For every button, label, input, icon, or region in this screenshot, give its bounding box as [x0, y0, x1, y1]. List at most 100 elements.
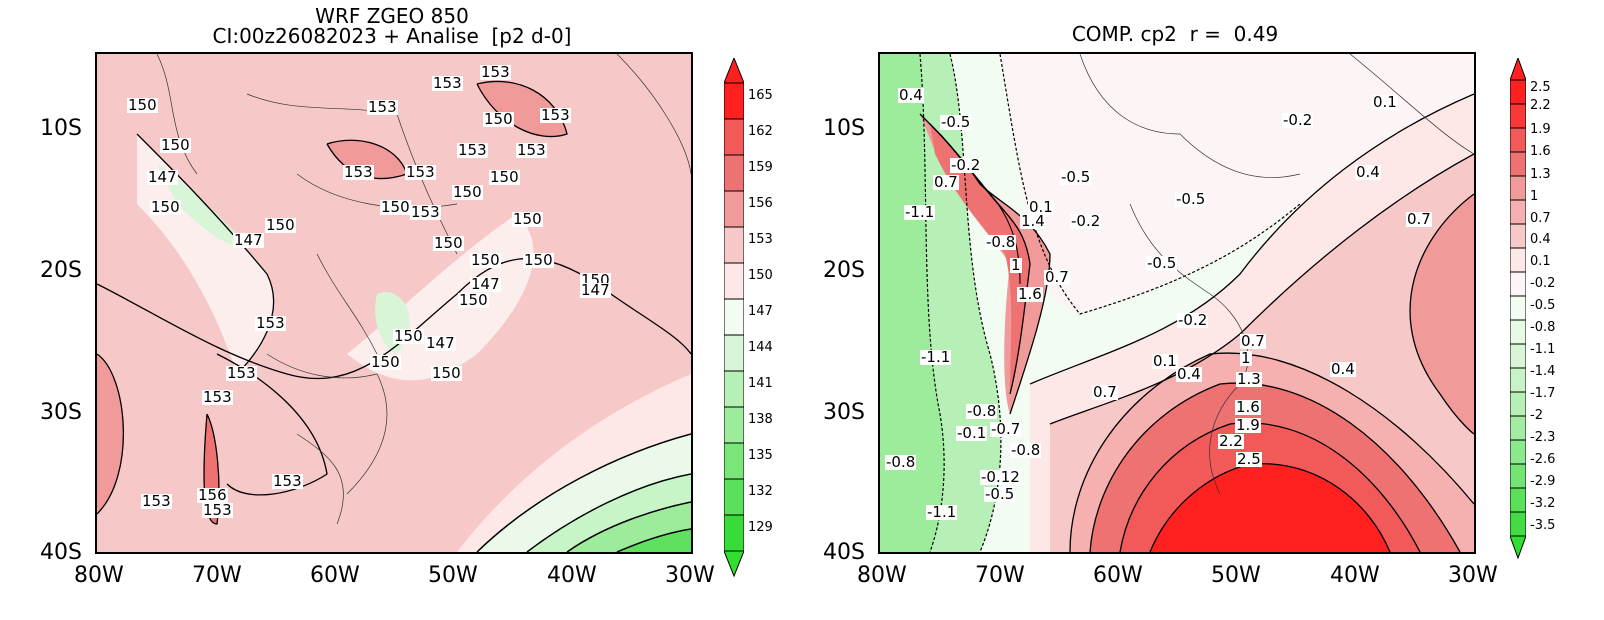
- left-contour-label: 150: [160, 136, 191, 154]
- left-contour-label: 150: [431, 364, 462, 382]
- right-lat-label: 10S: [823, 116, 865, 141]
- left-contour-label: 150: [380, 198, 411, 216]
- right-contour-label: 0.7: [1406, 210, 1432, 228]
- left-lat-label: 10S: [40, 116, 82, 141]
- right-contour-label: -0.5: [1060, 168, 1092, 186]
- right-contour-label: 1.6: [1017, 285, 1043, 303]
- left-contour-label: 150: [452, 183, 483, 201]
- right-colorbar-label: -2.6: [1530, 452, 1556, 467]
- left-colorbar-label: 141: [748, 376, 773, 391]
- right-contour-label: 1.9: [1235, 416, 1261, 434]
- right-lat-label: 20S: [823, 258, 865, 283]
- left-contour-label: 147: [425, 334, 456, 352]
- left-lon-label: 70W: [192, 563, 242, 588]
- left-contour-label: 150: [512, 210, 543, 228]
- left-colorbar-label: 144: [748, 340, 773, 355]
- left-contour-label: 147: [233, 231, 264, 249]
- left-lon-label: 30W: [665, 563, 715, 588]
- left-contour-label: 156: [197, 486, 228, 504]
- left-contour-label: 150: [370, 353, 401, 371]
- left-contour-label: 153: [255, 314, 286, 332]
- right-colorbar-label: 0.4: [1530, 232, 1551, 247]
- left-contour-label: 153: [480, 63, 511, 81]
- right-contour-label: 1.6: [1235, 398, 1261, 416]
- left-contour-label: 147: [147, 168, 178, 186]
- right-contour-label: -0.8: [1010, 441, 1042, 459]
- right-contour-label: -0.5: [984, 485, 1016, 503]
- left-contour-label: 153: [432, 74, 463, 92]
- right-contour-label: -0.2: [1070, 212, 1102, 230]
- right-contour-label: 1: [1240, 349, 1252, 367]
- right-contour-label: 0.4: [1355, 163, 1381, 181]
- left-lon-label: 60W: [310, 563, 360, 588]
- left-colorbar-label: 138: [748, 412, 773, 427]
- left-contour-label: 150: [523, 251, 554, 269]
- right-contour-label: 2.5: [1236, 450, 1262, 468]
- left-lat-label: 20S: [40, 258, 82, 283]
- right-contour-label: 0.4: [1330, 360, 1356, 378]
- right-contour-label: 0.7: [933, 173, 959, 191]
- left-contour-label: 150: [265, 216, 296, 234]
- right-colorbar-label: -0.8: [1530, 320, 1556, 335]
- right-colorbar-label: 1: [1530, 189, 1539, 204]
- right-contour-label: -0.5: [1175, 190, 1207, 208]
- right-lon-label: 50W: [1211, 563, 1261, 588]
- right-contour-label: -0.8: [985, 233, 1017, 251]
- right-colorbar-label: -3.5: [1530, 518, 1556, 533]
- right-lat-label: 40S: [823, 540, 865, 565]
- left-lon-label: 80W: [74, 563, 124, 588]
- left-contour-label: 153: [540, 106, 571, 124]
- right-contour-label: 2.2: [1218, 432, 1244, 450]
- left-lat-label: 40S: [40, 540, 82, 565]
- right-colorbar-label: 1.9: [1530, 122, 1551, 137]
- right-contour-label: 0.1: [1152, 352, 1178, 370]
- left-contour-label: 153: [202, 388, 233, 406]
- right-contour-label: 0.1: [1372, 93, 1398, 111]
- left-title-line1: WRF ZGEO 850: [315, 4, 469, 28]
- left-colorbar-label: 132: [748, 484, 773, 499]
- left-colorbar-label: 162: [748, 124, 773, 139]
- right-colorbar-label: -2: [1530, 408, 1543, 423]
- right-contour-label: -1.1: [926, 503, 958, 521]
- right-colorbar-label: 2.5: [1530, 80, 1551, 95]
- right-contour-label: 0.4: [898, 86, 924, 104]
- left-contour-label: 150: [458, 291, 489, 309]
- right-contour-label: 1.3: [1236, 370, 1262, 388]
- left-map: [95, 52, 693, 554]
- left-colorbar-label: 153: [748, 232, 773, 247]
- right-colorbar-label: 0.7: [1530, 211, 1551, 226]
- right-lon-label: 30W: [1448, 563, 1498, 588]
- left-contour-label: 153: [516, 141, 547, 159]
- left-contour-label: 153: [202, 501, 233, 519]
- left-lon-label: 40W: [547, 563, 597, 588]
- left-colorbar-label: 150: [748, 268, 773, 283]
- right-contour-label: 0.4: [1176, 365, 1202, 383]
- right-contour-label: 0.7: [1092, 383, 1118, 401]
- right-colorbar-label: 0.1: [1530, 254, 1551, 269]
- right-colorbar: [1510, 58, 1526, 560]
- right-colorbar-label: -0.2: [1530, 276, 1556, 291]
- right-contour-label: -0.1: [956, 424, 988, 442]
- left-contour-label: 153: [141, 492, 172, 510]
- left-colorbar-label: 147: [748, 304, 773, 319]
- right-colorbar-label: -0.5: [1530, 298, 1556, 313]
- right-colorbar-label: -3.2: [1530, 496, 1556, 511]
- right-colorbar-label: -1.7: [1530, 386, 1556, 401]
- right-contour-label: -0.7: [990, 420, 1022, 438]
- left-lon-label: 50W: [428, 563, 478, 588]
- left-contour-label: 153: [226, 364, 257, 382]
- right-colorbar-label: -2.3: [1530, 430, 1556, 445]
- left-colorbar-label: 129: [748, 520, 773, 535]
- left-title-line2: CI:00z26082023 + Analise [p2 d-0]: [212, 24, 572, 48]
- right-contour-label: -0.2: [1282, 111, 1314, 129]
- right-contour-label: -1.1: [904, 203, 936, 221]
- right-contour-label: 1: [1010, 256, 1022, 274]
- right-contour-label: -0.2: [1177, 311, 1209, 329]
- left-contour-label: 153: [343, 163, 374, 181]
- left-contour-label: 147: [470, 275, 501, 293]
- left-colorbar: [724, 58, 744, 578]
- right-colorbar-label: -1.4: [1530, 364, 1556, 379]
- left-contour-label: 150: [433, 234, 464, 252]
- right-contour-label: -0.2: [950, 156, 982, 174]
- left-contour-label: 150: [127, 96, 158, 114]
